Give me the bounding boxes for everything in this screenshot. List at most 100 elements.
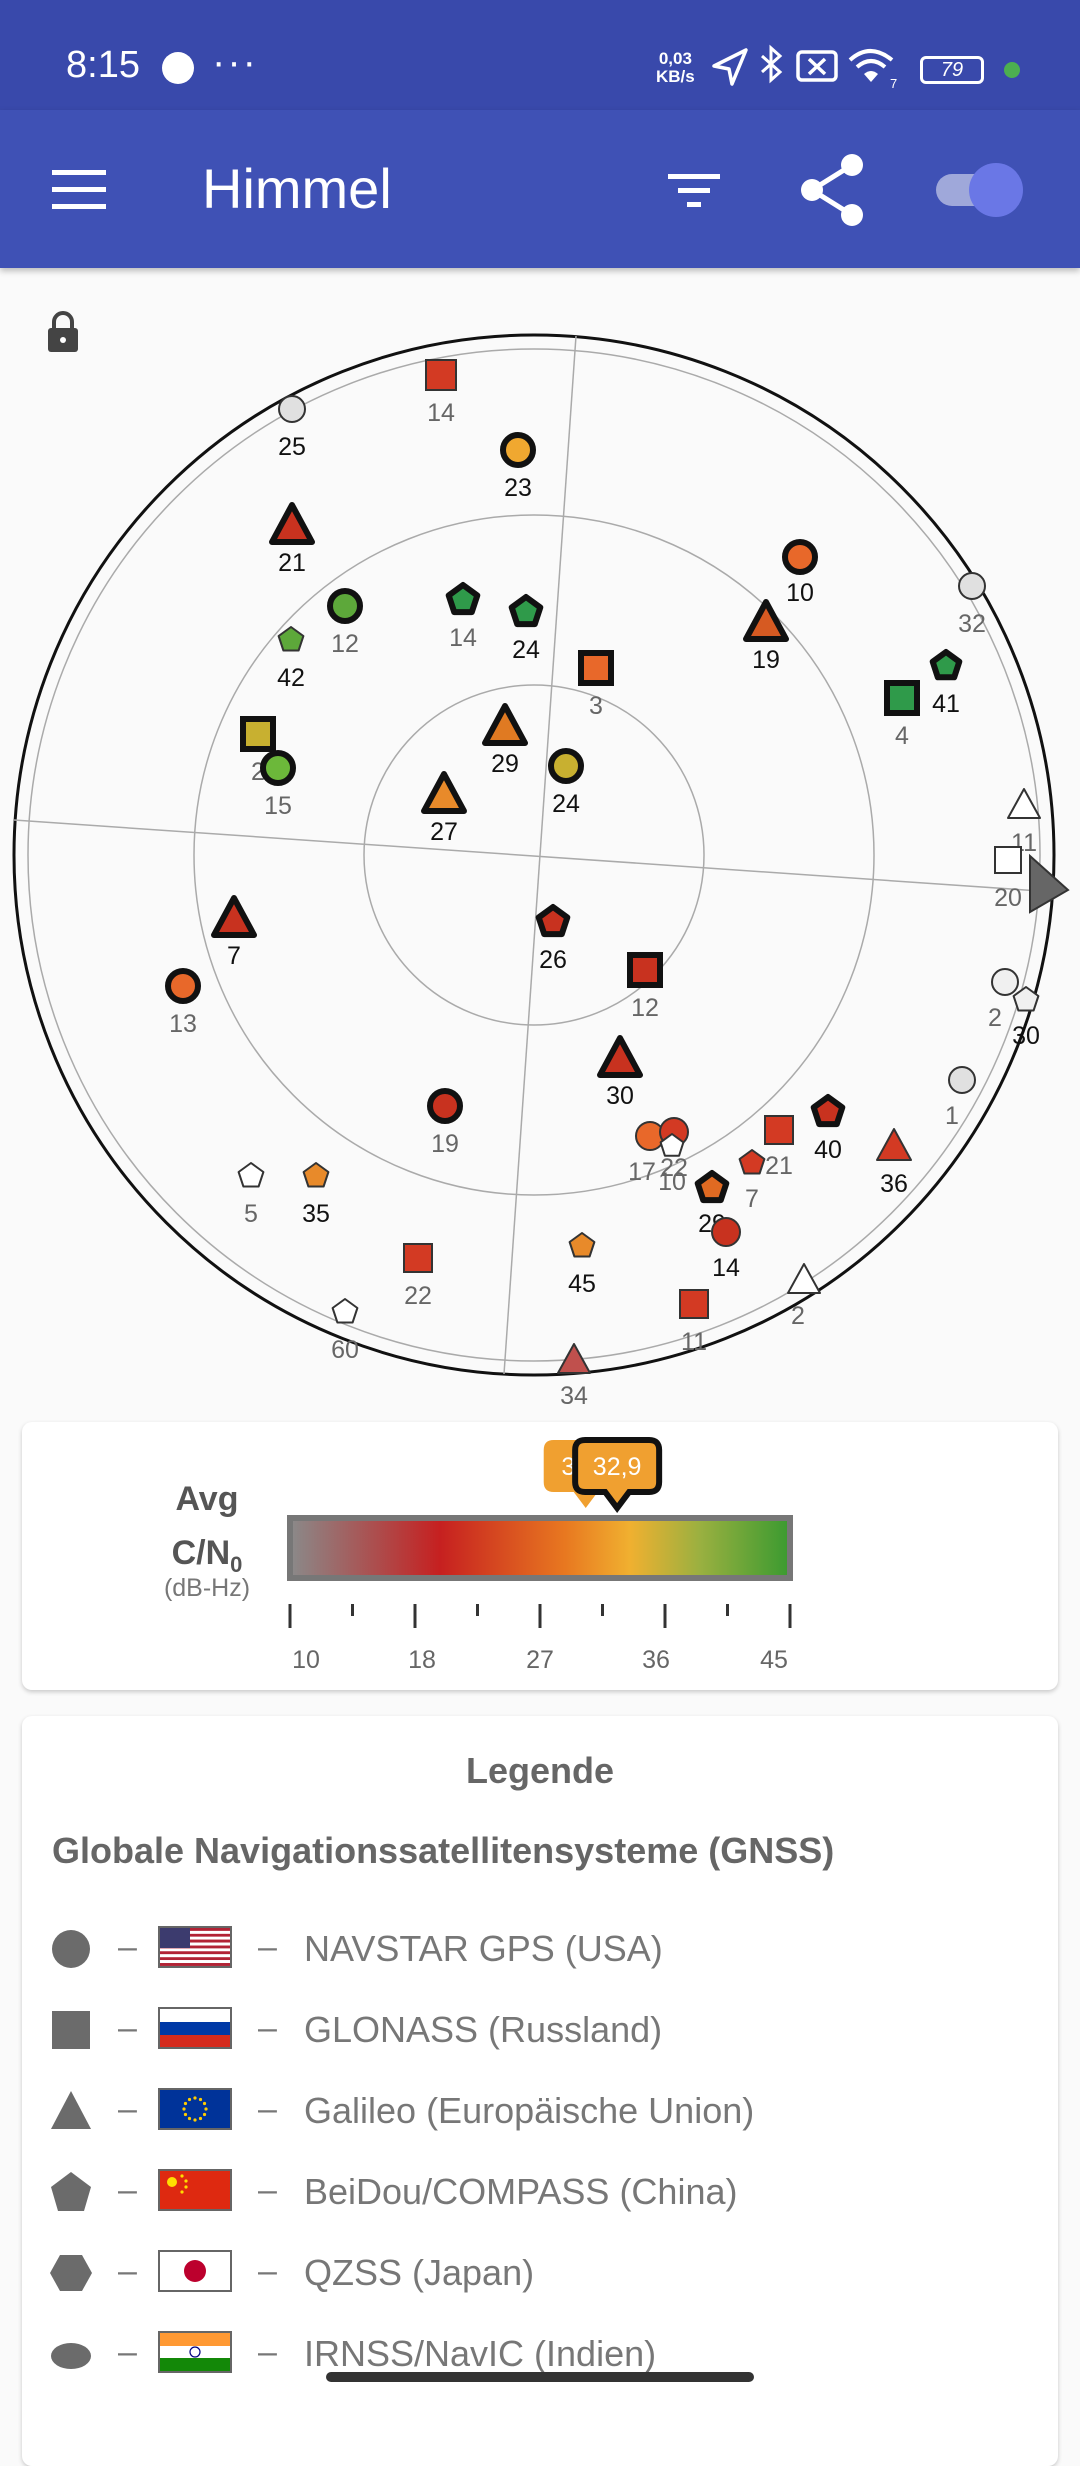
lock-icon[interactable] [48, 311, 78, 352]
satellite-marker[interactable] [597, 1035, 643, 1078]
satellite-glonass-14[interactable]: 14 [425, 359, 457, 427]
satellite-beidou-41[interactable]: 41 [929, 649, 963, 718]
satellite-marker[interactable] [269, 502, 315, 545]
satellite-marker[interactable] [627, 952, 663, 988]
satellite-marker[interactable] [568, 1232, 596, 1258]
satellite-marker[interactable] [1012, 986, 1040, 1012]
satellite-marker[interactable] [535, 904, 571, 938]
satellite-marker[interactable] [445, 582, 481, 616]
satellite-galileo-19[interactable]: 19 [743, 599, 789, 674]
satellite-marker[interactable] [958, 572, 986, 600]
satellite-gps-23[interactable]: 23 [500, 432, 536, 502]
satellite-galileo-30[interactable]: 30 [597, 1035, 643, 1110]
satellite-beidou-14[interactable]: 14 [445, 582, 481, 652]
satellite-gps-2[interactable]: 2 [988, 968, 1019, 1032]
gesture-nav-bar[interactable] [326, 2372, 754, 2382]
satellite-beidou-5[interactable]: 5 [237, 1162, 265, 1228]
satellite-label: 19 [752, 646, 780, 674]
satellite-marker[interactable] [331, 1298, 359, 1324]
satellite-marker[interactable] [278, 395, 306, 423]
satellite-marker[interactable] [929, 649, 963, 681]
satellite-gps-19[interactable]: 19 [427, 1088, 463, 1158]
satellite-marker[interactable] [743, 599, 789, 642]
satellite-glonass-22[interactable]: 22 [403, 1243, 433, 1310]
satellite-galileo-36[interactable]: 36 [876, 1128, 912, 1198]
satellite-gps-10[interactable]: 10 [782, 539, 818, 607]
satellite-marker[interactable] [165, 968, 201, 1004]
satellite-marker[interactable] [1007, 788, 1041, 819]
satellite-gps-14[interactable]: 14 [711, 1217, 741, 1282]
satellite-marker[interactable] [548, 748, 584, 784]
satellite-marker[interactable] [403, 1243, 433, 1273]
satellite-beidou-35[interactable]: 35 [302, 1162, 330, 1228]
satellite-glonass-4[interactable]: 4 [884, 680, 920, 750]
satellite-glonass-21[interactable]: 21 [764, 1115, 794, 1180]
satellite-beidou-42[interactable]: 42 [277, 626, 305, 692]
satellite-marker[interactable] [260, 750, 296, 786]
satellite-galileo-7[interactable]: 7 [211, 895, 257, 970]
satellite-beidou-30[interactable]: 30 [1012, 986, 1040, 1050]
satellite-marker[interactable] [500, 432, 536, 468]
satellite-marker[interactable] [884, 680, 920, 716]
satellite-glonass-12[interactable]: 12 [627, 952, 663, 1022]
satellite-marker[interactable] [508, 594, 544, 628]
toggle-switch[interactable] [932, 158, 1032, 222]
satellite-marker[interactable] [876, 1128, 912, 1161]
satellite-marker[interactable] [659, 1133, 685, 1157]
satellite-marker[interactable] [679, 1289, 709, 1319]
satellite-beidou-10[interactable]: 10 [658, 1133, 686, 1196]
satellite-gps-1[interactable]: 1 [945, 1066, 976, 1130]
satellite-marker[interactable] [764, 1115, 794, 1145]
satellite-gps-12[interactable]: 12 [327, 588, 363, 658]
satellite-marker[interactable] [694, 1170, 730, 1204]
satellite-marker[interactable] [277, 626, 305, 652]
satellite-marker[interactable] [578, 650, 614, 686]
share-icon[interactable] [798, 152, 868, 228]
satellite-marker[interactable] [738, 1149, 766, 1175]
satellite-gps-25[interactable]: 25 [278, 395, 306, 461]
menu-icon[interactable] [52, 170, 106, 210]
cn0-tick-label: 27 [526, 1646, 554, 1674]
satellite-marker[interactable] [302, 1162, 330, 1188]
filter-icon[interactable] [668, 172, 724, 212]
satellite-gps-32[interactable]: 32 [958, 572, 986, 638]
satellite-marker[interactable] [482, 703, 528, 746]
satellite-marker[interactable] [991, 968, 1019, 996]
satellite-marker[interactable] [787, 1263, 821, 1294]
satellite-glonass-3[interactable]: 3 [578, 650, 614, 720]
satellite-glonass-11[interactable]: 11 [679, 1289, 709, 1356]
satellite-marker[interactable] [557, 1343, 591, 1374]
satellite-beidou-45[interactable]: 45 [568, 1232, 596, 1298]
satellite-beidou-60[interactable]: 60 [331, 1298, 359, 1364]
satellite-galileo-29[interactable]: 29 [482, 703, 528, 778]
satellite-marker[interactable] [994, 846, 1022, 874]
satellite-marker[interactable] [240, 716, 276, 752]
satellite-marker[interactable] [237, 1162, 265, 1188]
satellite-glonass-2[interactable]: 2 [240, 716, 276, 786]
satellite-beidou-24[interactable]: 24 [508, 594, 544, 664]
satellite-marker[interactable] [810, 1094, 846, 1128]
satellite-galileo-27[interactable]: 27 [421, 771, 467, 846]
satellite-glonass-20[interactable]: 20 [994, 846, 1022, 912]
satellite-galileo-34[interactable]: 34 [557, 1343, 591, 1410]
satellite-marker[interactable] [427, 1088, 463, 1124]
satellite-marker[interactable] [711, 1217, 741, 1247]
satellite-beidou-40[interactable]: 40 [810, 1094, 846, 1164]
satellite-beidou-26[interactable]: 26 [535, 904, 571, 974]
satellite-marker[interactable] [425, 359, 457, 391]
satellite-galileo-21[interactable]: 21 [269, 502, 315, 577]
satellite-marker[interactable] [211, 895, 257, 938]
satellite-gps-13[interactable]: 13 [165, 968, 201, 1038]
satellite-marker[interactable] [782, 539, 818, 575]
satellite-marker[interactable] [327, 588, 363, 624]
satellite-gps-17[interactable]: 17 [628, 1121, 665, 1186]
satellite-gps-15[interactable]: 15 [260, 750, 296, 820]
satellite-label: 11 [681, 1328, 707, 1356]
satellite-marker[interactable] [421, 771, 467, 814]
satellite-label: 40 [814, 1136, 842, 1164]
satellite-marker[interactable] [948, 1066, 976, 1094]
satellite-gps-24[interactable]: 24 [548, 748, 584, 818]
satellite-beidou-7[interactable]: 7 [738, 1149, 766, 1213]
satellite-galileo-2[interactable]: 2 [787, 1263, 821, 1330]
